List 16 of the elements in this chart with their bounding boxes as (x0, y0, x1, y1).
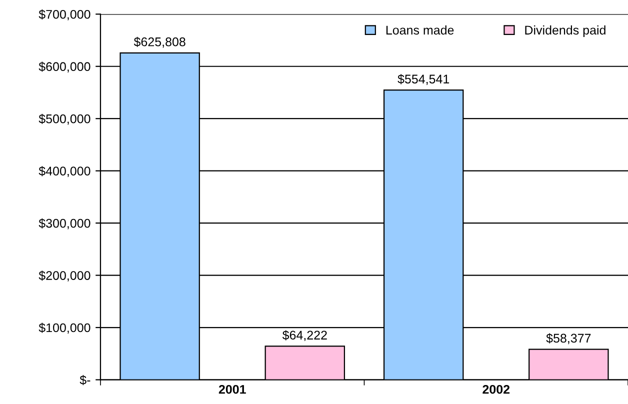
y-tick-label: $200,000 (38, 270, 90, 282)
data-label: $64,222 (282, 330, 327, 342)
data-label: $58,377 (546, 333, 591, 344)
y-tick-label: $400,000 (38, 166, 90, 177)
y-tick-label: $- (80, 375, 90, 386)
y-tick-label: $700,000 (38, 9, 90, 20)
data-label: $554,541 (398, 74, 450, 85)
x-tick-label: 2001 (218, 384, 246, 394)
data-label: $625,808 (134, 36, 186, 48)
x-tick-label: 2002 (482, 384, 510, 394)
legend-label: Dividends paid (525, 25, 606, 38)
y-tick-label: $300,000 (38, 218, 90, 230)
y-tick-label: $100,000 (38, 322, 90, 334)
legend-label: Loans made (386, 25, 454, 35)
y-tick-label: $600,000 (38, 62, 90, 72)
y-tick-label: $500,000 (38, 114, 90, 125)
